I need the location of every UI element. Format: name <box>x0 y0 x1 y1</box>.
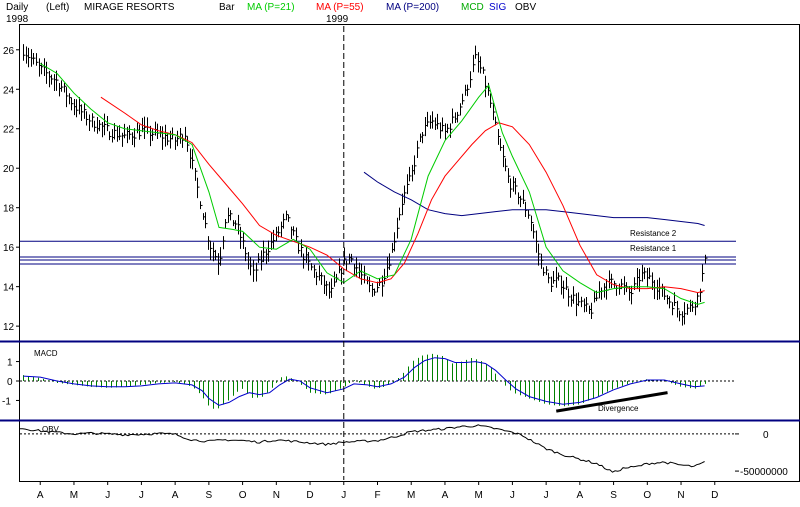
obv-y-tick-label: 0 <box>763 430 769 441</box>
price-y-tick-label: 14 <box>3 283 15 294</box>
macd-y-tick-label: -1 <box>2 396 11 407</box>
legend-ma200: MA (P=200) <box>386 2 439 13</box>
obv-title: OBV <box>42 425 60 434</box>
resistance-lines <box>20 240 736 265</box>
obv-line <box>20 424 705 473</box>
macd-y-tick-label: 1 <box>7 358 13 369</box>
period-label: Daily <box>6 2 28 13</box>
price-y-tick-label: 22 <box>3 125 15 136</box>
price-bars <box>23 44 708 326</box>
macd-panel: MACD 1 0 -1 Divergence <box>2 349 736 413</box>
year-label-1998: 1998 <box>6 14 29 25</box>
month-tick-label: O <box>643 490 651 501</box>
divergence-label: Divergence <box>598 404 639 413</box>
month-tick-label: J <box>544 490 549 501</box>
legend-sig: SIG <box>489 2 506 13</box>
month-tick-label: J <box>341 490 346 501</box>
legend-ma55: MA (P=55) <box>316 2 364 13</box>
month-tick-label: F <box>374 490 380 501</box>
obv-y-tick-label: -50000000 <box>740 467 788 478</box>
macd-histogram <box>23 353 706 409</box>
ma21-line <box>39 63 705 305</box>
scale-side-label: (Left) <box>46 2 69 13</box>
month-tick-label: J <box>105 490 110 501</box>
month-tick-label: D <box>711 490 718 501</box>
month-tick-label: D <box>306 490 313 501</box>
price-y-axis: 12 14 16 18 20 22 24 26 <box>3 46 20 333</box>
legend-mcd: MCD <box>461 2 484 13</box>
ma55-line <box>100 96 705 294</box>
month-tick-label: J <box>139 490 144 501</box>
month-tick-label: J <box>510 490 515 501</box>
price-y-tick-label: 24 <box>3 85 15 96</box>
month-tick-label: N <box>273 490 280 501</box>
macd-title: MACD <box>34 349 58 358</box>
resistance-1-label: Resistance 1 <box>630 244 677 253</box>
divergence-trendline <box>556 391 668 413</box>
obv-y-axis: 0 -50000000 <box>735 430 788 478</box>
macd-signal-line <box>23 357 705 406</box>
month-tick-label: A <box>37 490 44 501</box>
month-tick-label: A <box>577 490 584 501</box>
price-y-tick-label: 26 <box>3 46 15 57</box>
month-tick-label: M <box>70 490 78 501</box>
obv-panel: OBV 0 -50000000 <box>20 424 788 478</box>
month-tick-label: N <box>677 490 684 501</box>
month-tick-label: S <box>206 490 213 501</box>
price-y-tick-label: 16 <box>3 243 15 254</box>
legend-obv: OBV <box>515 2 536 13</box>
month-tick-label: M <box>407 490 415 501</box>
legend-ma21: MA (P=21) <box>247 2 295 13</box>
symbol-label: MIRAGE RESORTS <box>84 2 175 13</box>
price-y-tick-label: 20 <box>3 164 15 175</box>
resistance-2-label: Resistance 2 <box>630 229 677 238</box>
month-tick-label: S <box>610 490 617 501</box>
month-tick-label: A <box>442 490 449 501</box>
ma200-line <box>363 171 705 226</box>
price-y-tick-label: 12 <box>3 322 15 333</box>
macd-y-axis: 1 0 -1 <box>2 358 20 407</box>
month-tick-label: O <box>239 490 247 501</box>
price-y-tick-label: 18 <box>3 204 15 215</box>
chart-style-label: Bar <box>219 2 235 13</box>
month-tick-label: A <box>172 490 179 501</box>
month-tick-label: M <box>475 490 483 501</box>
macd-y-tick-label: 0 <box>7 377 13 388</box>
year-label-1999: 1999 <box>326 14 349 25</box>
price-panel: 12 14 16 18 20 22 24 26 Resistance 2 Resistance… <box>3 44 736 333</box>
